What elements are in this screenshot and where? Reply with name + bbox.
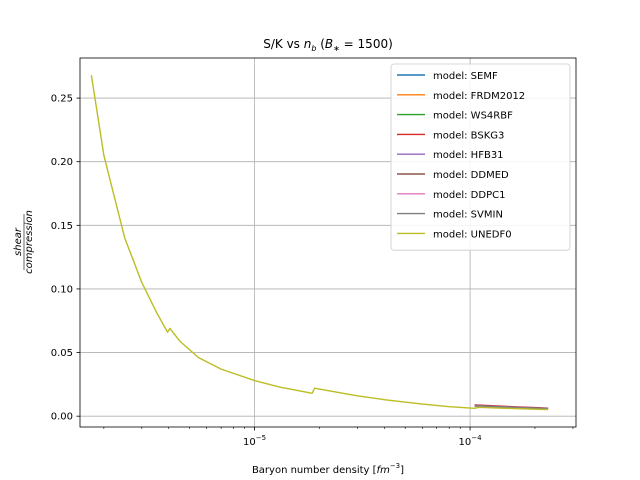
x-axis: 10−5 10−4 (103, 427, 574, 448)
series-line (474, 405, 549, 410)
y-axis-label: shear compression (13, 210, 35, 274)
y-tick-label: 0.15 (51, 221, 73, 232)
y-axis-label-numerator: shear (13, 227, 24, 256)
y-tick-label: 0.10 (51, 284, 73, 295)
series-line (90, 75, 549, 411)
legend-label: model: UNEDF0 (433, 229, 512, 240)
legend-label: model: WS4RBF (433, 111, 513, 122)
legend-label: model: SEMF (433, 71, 498, 82)
legend: model: SEMF model: FRDM2012 model: WS4RBF m… (390, 63, 571, 251)
x-axis-label: Baryon number density [fm−3] (252, 462, 404, 476)
legend-label: model: SVMIN (433, 210, 503, 221)
legend-label: model: DDPC1 (433, 190, 505, 201)
y-tick-label: 0.25 (51, 94, 73, 105)
x-tick-label: 10−5 (243, 434, 266, 448)
y-axis: 0.00 0.05 0.10 0.15 0.20 0.25 (51, 94, 80, 423)
plot-frame (79, 57, 577, 428)
legend-label: model: HFB31 (433, 150, 504, 161)
y-tick-label: 0.05 (51, 348, 73, 359)
y-tick-label: 0.00 (51, 412, 73, 423)
y-axis-label-denominator: compression (24, 210, 35, 274)
chart-title: S/K vs nb (B∗ = 1500) (263, 37, 393, 53)
legend-box (390, 63, 571, 251)
x-tick-label: 10−4 (459, 434, 483, 448)
series-layer (90, 75, 549, 411)
legend-label: model: FRDM2012 (433, 91, 525, 102)
legend-label: model: BSKG3 (433, 130, 504, 141)
y-tick-label: 0.20 (51, 157, 73, 168)
legend-label: model: DDMED (433, 170, 509, 181)
